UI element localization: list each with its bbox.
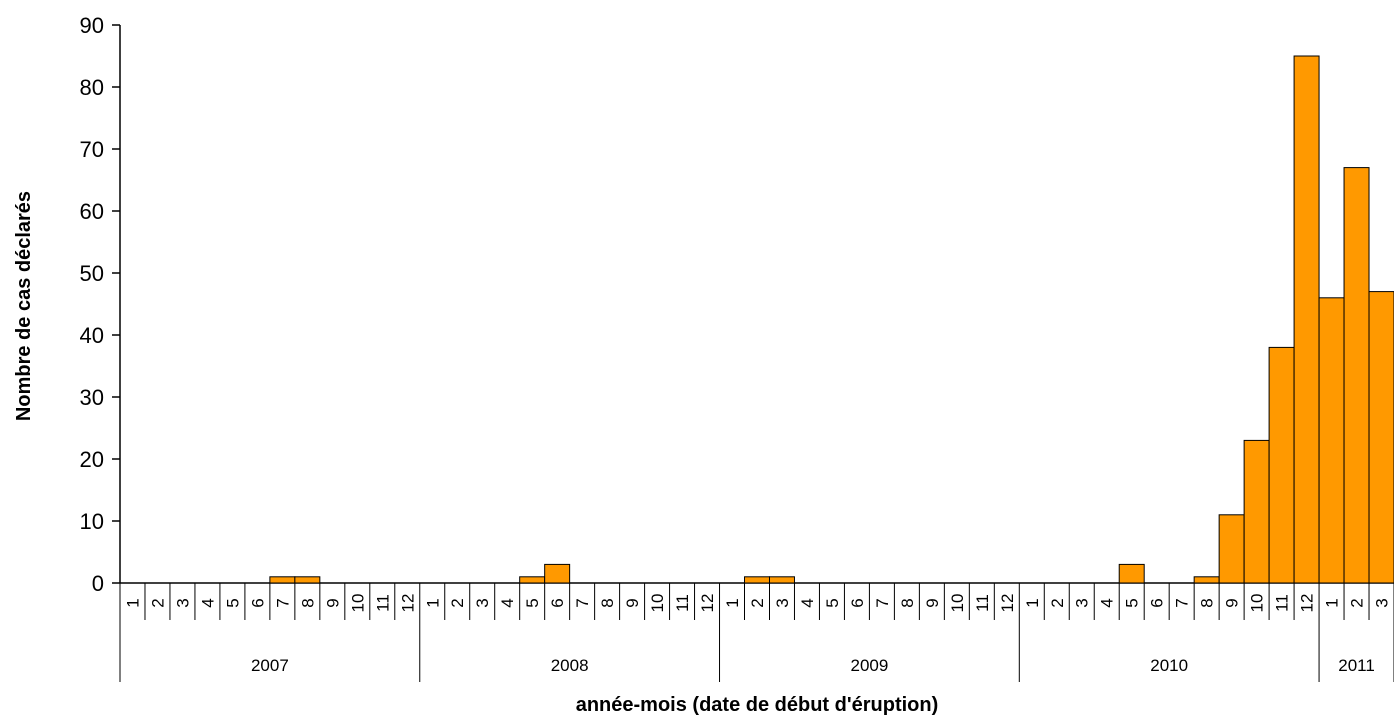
bar (1193, 576, 1220, 584)
x-month-label: 7 (873, 598, 892, 607)
x-month-label: 2 (748, 598, 767, 607)
y-tick-label: 50 (80, 261, 104, 286)
x-month-label: 5 (823, 598, 842, 607)
x-month-label: 12 (1298, 594, 1317, 613)
x-month-label: 3 (173, 598, 192, 607)
x-month-label: 9 (623, 598, 642, 607)
x-month-label: 5 (1123, 598, 1142, 607)
x-month-label: 9 (923, 598, 942, 607)
x-month-label: 7 (573, 598, 592, 607)
x-month-label: 1 (123, 598, 142, 607)
bar (768, 576, 795, 584)
x-month-label: 7 (1173, 598, 1192, 607)
x-month-label: 3 (1073, 598, 1092, 607)
x-month-label: 2 (448, 598, 467, 607)
bar (1243, 439, 1270, 584)
y-tick-label: 10 (80, 509, 104, 534)
bars (269, 55, 1394, 584)
x-month-label: 4 (198, 598, 217, 607)
x-month-ticks: 1 2 3 4 5 6 7 8 9 10 11 12 1 2 3 4 5 6 7 8 9 10 11 12 1 2 3 4 5 6 7 8 9 1… (119, 583, 1394, 620)
bar (294, 576, 321, 584)
x-month-label: 8 (298, 598, 317, 607)
x-month-label: 8 (598, 598, 617, 607)
x-year-label: 2011 (1338, 656, 1375, 675)
y-tick-label: 40 (80, 323, 104, 348)
x-month-label: 11 (373, 594, 392, 612)
y-tick-label: 80 (80, 75, 104, 100)
y-tick-label: 90 (80, 13, 104, 38)
x-month-label: 2 (1348, 598, 1367, 607)
bar (544, 563, 571, 584)
x-month-label: 1 (723, 598, 742, 607)
x-month-label: 9 (1223, 598, 1242, 607)
x-month-label: 6 (548, 598, 567, 607)
x-axis-title: année-mois (date de début d'éruption) (576, 694, 939, 716)
y-axis-title: Nombre de cas déclarés (13, 191, 35, 421)
x-month-label: 1 (423, 598, 442, 607)
bar (269, 576, 296, 584)
bar (744, 576, 770, 584)
x-month-label: 7 (273, 598, 292, 607)
x-month-label: 12 (998, 594, 1017, 613)
x-month-label: 4 (798, 598, 817, 607)
x-month-label: 2 (1048, 598, 1067, 607)
bar (1318, 297, 1345, 584)
x-month-label: 3 (473, 598, 492, 607)
bar (1343, 167, 1370, 584)
x-month-label: 4 (1098, 598, 1117, 607)
bar (1293, 55, 1320, 584)
y-tick-label: 70 (80, 137, 104, 162)
x-month-label: 12 (698, 594, 717, 613)
x-month-label: 5 (523, 598, 542, 607)
bar (1218, 514, 1245, 584)
bar (1268, 346, 1295, 584)
x-month-label: 1 (1023, 598, 1042, 607)
bar (519, 576, 546, 584)
x-month-label: 3 (1373, 598, 1392, 607)
x-year-label: 2007 (251, 656, 289, 675)
x-year-label: 2010 (1150, 656, 1188, 675)
x-month-label: 10 (948, 594, 967, 613)
x-month-label: 8 (1198, 598, 1217, 607)
y-axis: 0 10 20 30 40 50 60 70 80 90 (80, 13, 121, 596)
x-month-label: 6 (848, 598, 867, 607)
x-year-groups: 2007 2008 2009 2010 2011 (119, 620, 1394, 682)
x-axis: 1 2 3 4 5 6 7 8 9 10 11 12 1 2 3 4 5 6 7 8 9 10 11 12 1 2 3 4 5 6 7 8 9 1… (119, 582, 1394, 682)
y-ticks: 0 10 20 30 40 50 60 70 80 90 (80, 13, 120, 596)
bar (1118, 563, 1145, 584)
y-tick-label: 30 (80, 385, 104, 410)
x-month-label: 10 (348, 594, 367, 613)
bar (1368, 291, 1394, 584)
x-month-label: 6 (1148, 598, 1167, 607)
y-tick-label: 0 (92, 571, 104, 596)
x-year-label: 2008 (551, 656, 589, 675)
y-tick-label: 60 (80, 199, 104, 224)
x-month-label: 9 (323, 598, 342, 607)
x-month-label: 11 (1273, 594, 1292, 612)
x-month-label: 11 (973, 594, 992, 612)
x-month-label: 3 (773, 598, 792, 607)
x-month-label: 2 (148, 598, 167, 607)
x-month-label: 1 (1323, 598, 1342, 607)
x-month-label: 6 (248, 598, 267, 607)
y-tick-label: 20 (80, 447, 104, 472)
x-month-label: 11 (673, 594, 692, 612)
x-month-label: 12 (398, 594, 417, 613)
x-month-label: 8 (898, 598, 917, 607)
x-year-label: 2009 (850, 656, 888, 675)
x-month-label: 10 (1248, 594, 1267, 613)
x-month-label: 4 (498, 598, 517, 607)
x-month-label: 5 (223, 598, 242, 607)
x-month-label: 10 (648, 594, 667, 613)
